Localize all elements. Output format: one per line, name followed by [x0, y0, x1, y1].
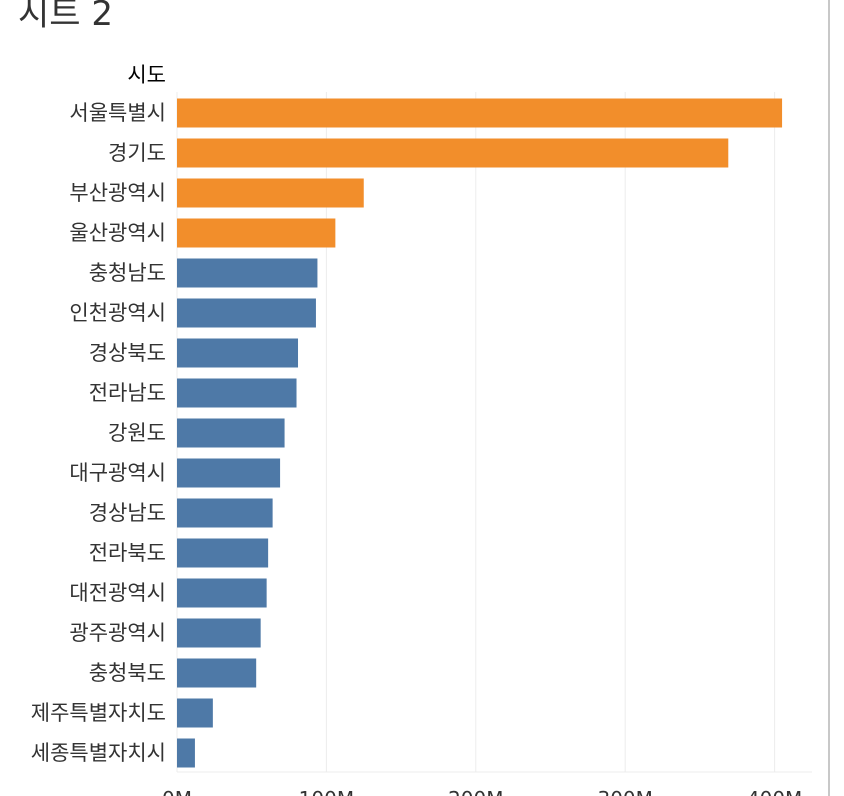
- bar[interactable]: [177, 98, 783, 128]
- bar[interactable]: [177, 418, 285, 448]
- x-tick-label: 400M: [747, 787, 802, 796]
- category-label: 울산광역시: [69, 221, 166, 245]
- row-header: 시도: [127, 63, 166, 87]
- bar[interactable]: [177, 218, 336, 248]
- bar[interactable]: [177, 578, 267, 608]
- category-label: 세종특별자치시: [31, 741, 166, 765]
- category-label: 부산광역시: [69, 181, 166, 205]
- category-label: 경상남도: [89, 501, 166, 525]
- bar[interactable]: [177, 658, 257, 688]
- bar[interactable]: [177, 498, 273, 528]
- bar[interactable]: [177, 738, 195, 768]
- category-label: 전라북도: [89, 541, 166, 565]
- category-label: 충청북도: [89, 661, 166, 685]
- bar[interactable]: [177, 378, 297, 408]
- x-tick-label: 300M: [597, 787, 652, 796]
- category-label: 인천광역시: [69, 301, 166, 325]
- category-label: 광주광역시: [69, 621, 166, 645]
- bar[interactable]: [177, 338, 299, 368]
- bar[interactable]: [177, 698, 213, 728]
- x-tick-label: 100M: [299, 787, 354, 796]
- sheet-title: 시트 2: [18, 0, 113, 34]
- category-label: 전라남도: [89, 381, 166, 405]
- x-tick-label: 200M: [448, 787, 503, 796]
- bar-layer: [177, 98, 783, 768]
- bar[interactable]: [177, 538, 269, 568]
- x-tick-label: 0M: [162, 787, 192, 796]
- category-label: 대전광역시: [69, 581, 166, 605]
- x-axis-ticks: 0M 100M 200M 300M 400M: [162, 787, 802, 796]
- category-label: 제주특별자치도: [31, 701, 166, 725]
- category-label: 충청남도: [89, 261, 166, 285]
- bar[interactable]: [177, 138, 729, 168]
- category-label: 경상북도: [89, 341, 166, 365]
- bar[interactable]: [177, 178, 364, 208]
- bar[interactable]: [177, 618, 261, 648]
- bar[interactable]: [177, 458, 281, 488]
- panel-divider: [828, 0, 830, 796]
- category-label: 서울특별시: [69, 101, 166, 125]
- category-label: 대구광역시: [69, 461, 166, 485]
- bar[interactable]: [177, 258, 318, 288]
- category-label: 강원도: [108, 421, 166, 445]
- category-label: 경기도: [108, 141, 166, 165]
- category-labels: 서울특별시경기도부산광역시울산광역시충청남도인천광역시경상북도전라남도강원도대구…: [31, 101, 166, 765]
- bar[interactable]: [177, 298, 316, 328]
